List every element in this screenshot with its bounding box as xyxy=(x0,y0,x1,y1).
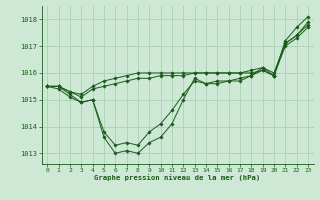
X-axis label: Graphe pression niveau de la mer (hPa): Graphe pression niveau de la mer (hPa) xyxy=(94,175,261,181)
